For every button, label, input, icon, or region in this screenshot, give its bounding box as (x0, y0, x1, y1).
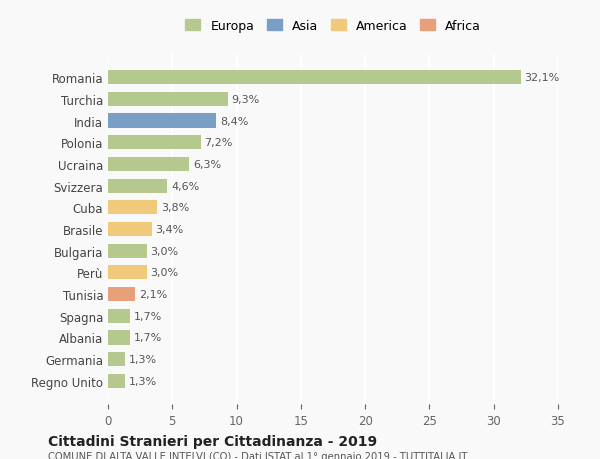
Text: 3,8%: 3,8% (161, 203, 189, 213)
Text: 3,0%: 3,0% (151, 246, 179, 256)
Text: COMUNE DI ALTA VALLE INTELVI (CO) - Dati ISTAT al 1° gennaio 2019 - TUTTITALIA.I: COMUNE DI ALTA VALLE INTELVI (CO) - Dati… (48, 451, 467, 459)
Text: 4,6%: 4,6% (171, 181, 199, 191)
Bar (108, 266, 146, 280)
Bar (108, 353, 125, 366)
Text: 1,7%: 1,7% (134, 311, 162, 321)
Bar (108, 223, 152, 236)
Bar (108, 114, 216, 129)
Bar (108, 71, 521, 85)
Text: 2,1%: 2,1% (139, 290, 167, 299)
Text: 32,1%: 32,1% (524, 73, 560, 83)
Text: 3,0%: 3,0% (151, 268, 179, 278)
Bar (108, 287, 135, 302)
Text: 7,2%: 7,2% (205, 138, 233, 148)
Text: 8,4%: 8,4% (220, 116, 248, 126)
Bar (108, 179, 167, 193)
Bar (108, 330, 130, 345)
Bar (108, 374, 125, 388)
Bar (108, 309, 130, 323)
Text: 3,4%: 3,4% (155, 224, 184, 235)
Text: Cittadini Stranieri per Cittadinanza - 2019: Cittadini Stranieri per Cittadinanza - 2… (48, 434, 377, 448)
Bar (108, 93, 227, 106)
Text: 6,3%: 6,3% (193, 160, 221, 169)
Legend: Europa, Asia, America, Africa: Europa, Asia, America, Africa (182, 16, 484, 36)
Text: 1,3%: 1,3% (128, 376, 157, 386)
Bar (108, 136, 200, 150)
Text: 1,7%: 1,7% (134, 333, 162, 343)
Text: 1,3%: 1,3% (128, 354, 157, 364)
Bar (108, 244, 146, 258)
Bar (108, 201, 157, 215)
Bar (108, 157, 189, 172)
Text: 9,3%: 9,3% (232, 95, 260, 105)
